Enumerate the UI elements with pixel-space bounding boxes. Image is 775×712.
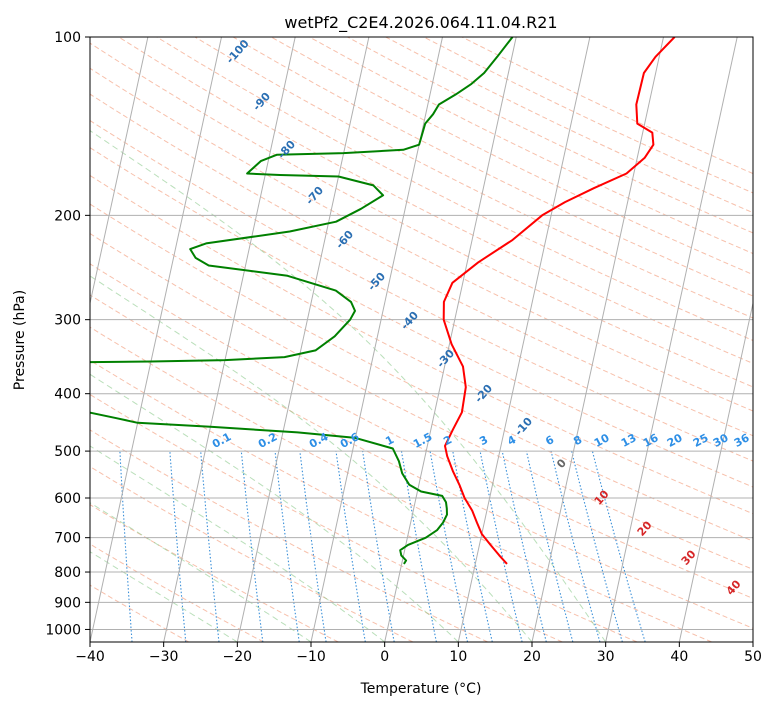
x-tick-label: −30	[149, 649, 179, 665]
y-tick-label: 1000	[45, 622, 81, 638]
y-tick-label: 200	[54, 208, 81, 224]
y-tick-label: 800	[54, 565, 81, 581]
x-axis-label: Temperature (°C)	[360, 681, 482, 697]
x-tick-label: −40	[75, 649, 105, 665]
chart-title: wetPf2_C2E4.2026.064.11.04.R21	[284, 13, 557, 33]
x-tick-label: 50	[744, 649, 762, 665]
y-axis-label: Pressure (hPa)	[12, 290, 28, 390]
x-tick-label: 30	[597, 649, 615, 665]
x-tick-label: 0	[380, 649, 389, 665]
y-tick-label: 100	[54, 30, 81, 46]
x-tick-label: 20	[523, 649, 541, 665]
x-tick-label: 40	[670, 649, 688, 665]
x-tick-label: −20	[223, 649, 253, 665]
y-tick-label: 700	[54, 531, 81, 547]
y-tick-label: 400	[54, 387, 81, 403]
y-tick-label: 900	[54, 595, 81, 611]
y-tick-label: 500	[54, 444, 81, 460]
x-tick-label: 10	[449, 649, 467, 665]
y-tick-label: 300	[54, 313, 81, 329]
x-tick-label: −10	[296, 649, 326, 665]
y-tick-label: 600	[54, 491, 81, 507]
